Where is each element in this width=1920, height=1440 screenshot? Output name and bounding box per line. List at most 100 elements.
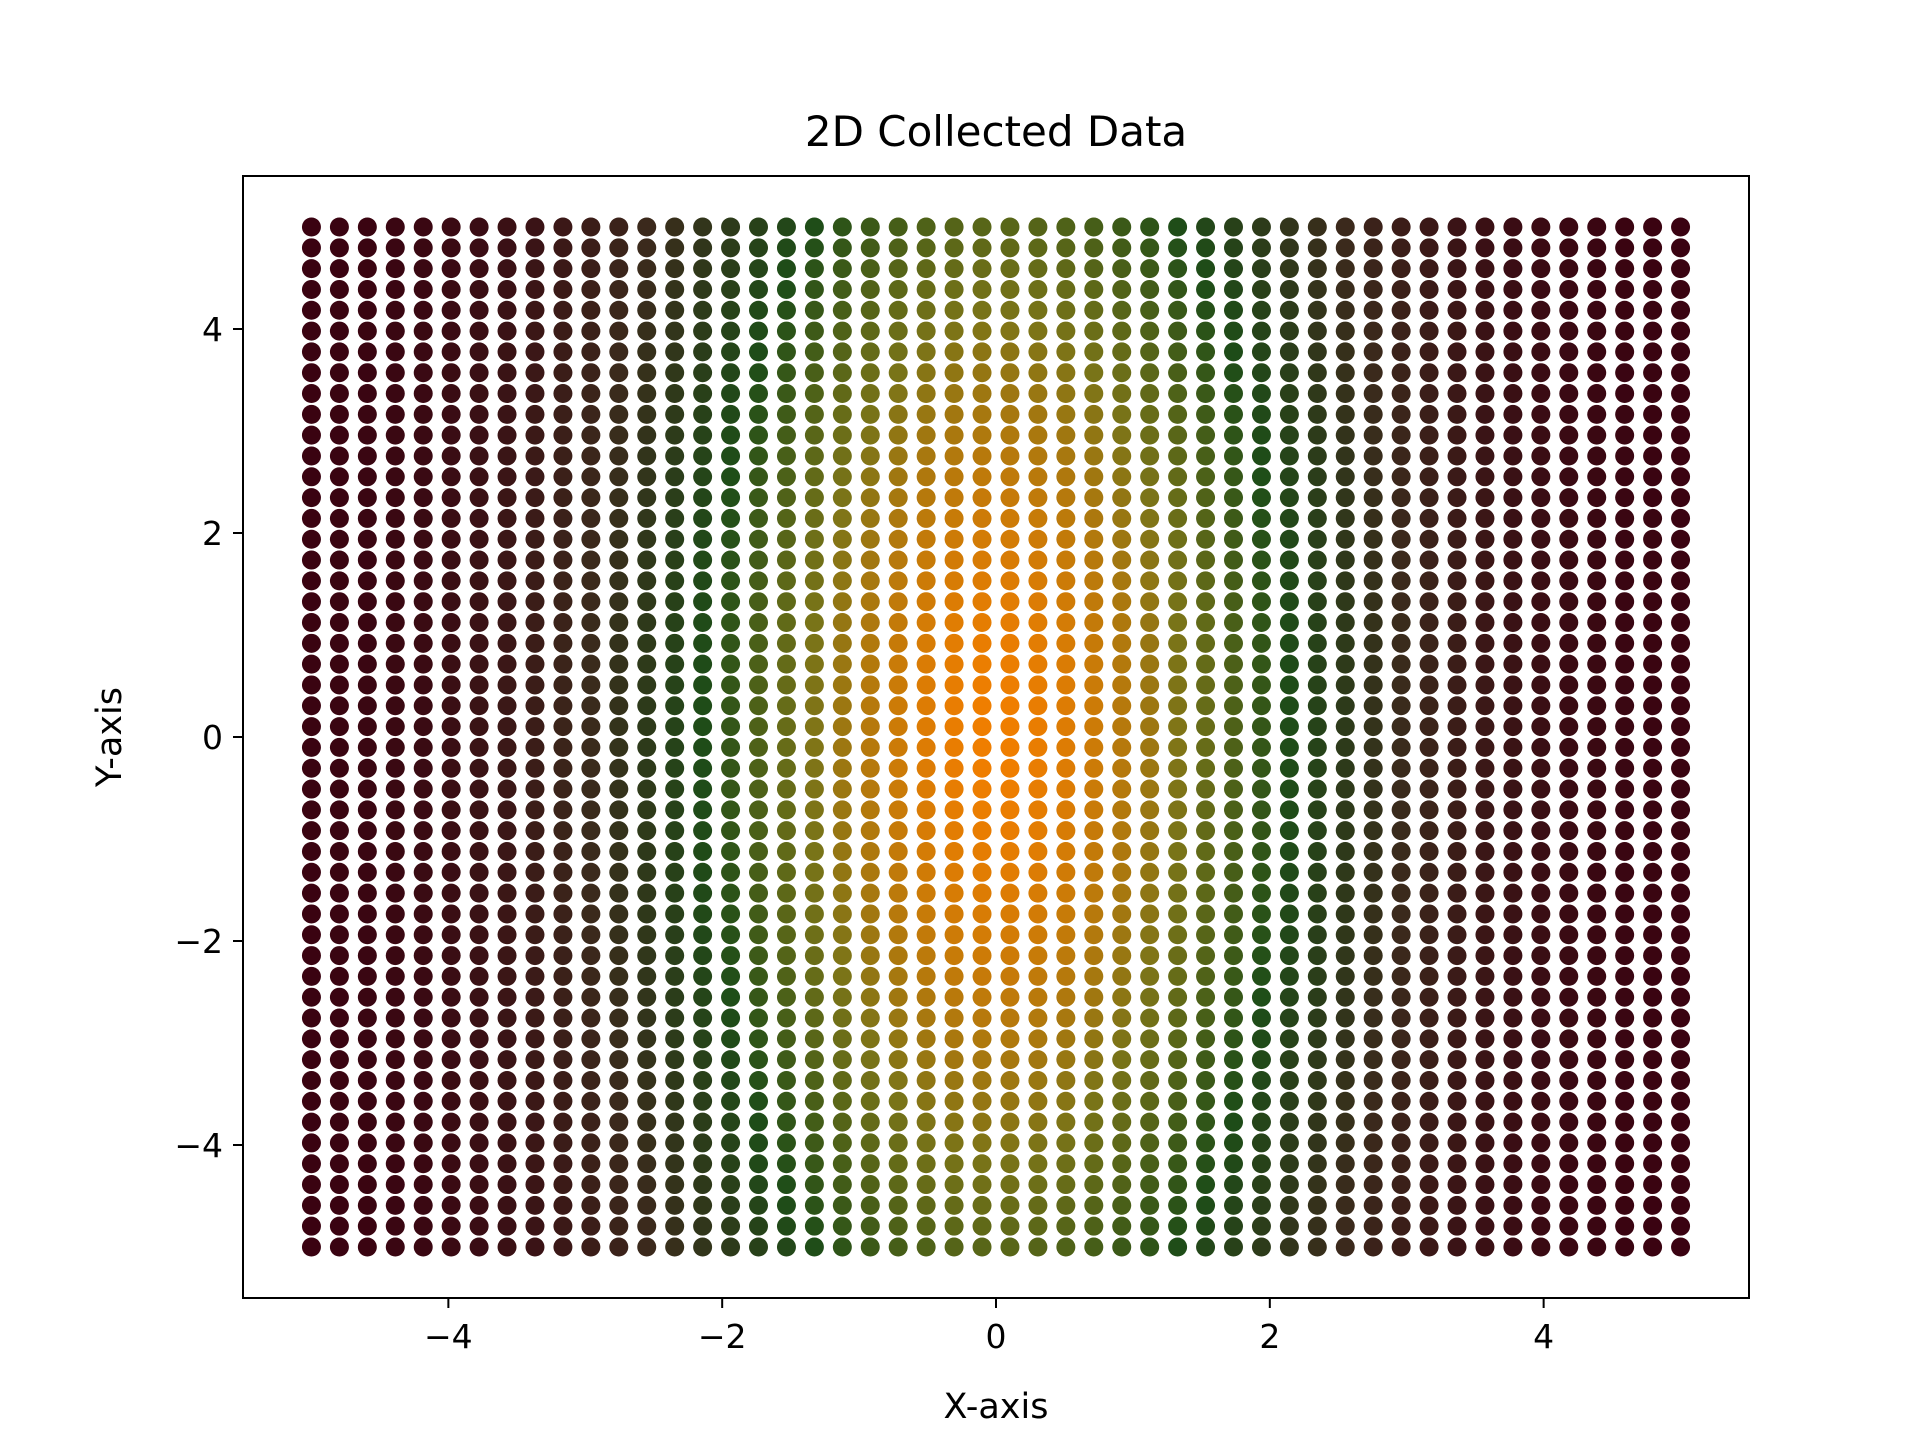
scatter-point bbox=[1251, 1008, 1271, 1028]
scatter-point bbox=[525, 1112, 545, 1132]
scatter-point bbox=[1112, 384, 1132, 404]
scatter-point bbox=[1419, 217, 1439, 237]
scatter-point bbox=[916, 529, 936, 549]
scatter-point bbox=[1000, 821, 1020, 841]
scatter-point bbox=[1559, 883, 1579, 903]
scatter-point bbox=[972, 1154, 992, 1174]
scatter-point bbox=[1363, 1029, 1383, 1049]
scatter-point bbox=[1224, 1237, 1243, 1257]
scatter-point bbox=[1503, 675, 1523, 695]
scatter-point bbox=[1168, 717, 1188, 737]
scatter-point bbox=[693, 279, 713, 299]
scatter-point bbox=[665, 363, 685, 383]
scatter-point bbox=[1559, 1154, 1579, 1174]
scatter-point bbox=[832, 363, 852, 383]
scatter-point bbox=[1419, 238, 1439, 258]
scatter-point bbox=[1307, 217, 1327, 237]
scatter-point bbox=[1000, 446, 1020, 466]
scatter-point bbox=[637, 446, 657, 466]
scatter-point bbox=[1559, 488, 1579, 508]
scatter-point bbox=[1363, 946, 1383, 966]
scatter-point bbox=[693, 925, 713, 945]
scatter-point bbox=[1643, 571, 1663, 591]
scatter-point bbox=[357, 529, 377, 549]
scatter-point bbox=[609, 925, 629, 945]
scatter-point bbox=[1056, 446, 1076, 466]
scatter-point bbox=[1140, 300, 1160, 320]
scatter-point bbox=[1559, 321, 1579, 341]
scatter-point bbox=[1251, 1091, 1271, 1111]
scatter-point bbox=[1084, 758, 1104, 778]
scatter-point bbox=[972, 654, 992, 674]
scatter-point bbox=[1028, 1070, 1048, 1090]
scatter-point bbox=[553, 654, 573, 674]
scatter-point bbox=[1307, 321, 1327, 341]
scatter-point bbox=[637, 904, 657, 924]
scatter-point bbox=[1671, 654, 1691, 674]
scatter-point bbox=[525, 758, 545, 778]
scatter-point bbox=[581, 363, 601, 383]
scatter-point bbox=[860, 217, 880, 237]
scatter-point bbox=[1531, 1008, 1551, 1028]
scatter-point bbox=[1587, 446, 1607, 466]
scatter-point bbox=[469, 1154, 489, 1174]
scatter-point bbox=[1391, 550, 1411, 570]
scatter-point bbox=[1643, 321, 1663, 341]
scatter-point bbox=[1279, 883, 1299, 903]
scatter-point bbox=[329, 592, 349, 612]
scatter-point bbox=[860, 321, 880, 341]
scatter-point bbox=[860, 862, 880, 882]
scatter-point bbox=[1391, 883, 1411, 903]
scatter-point bbox=[1335, 821, 1355, 841]
scatter-point bbox=[804, 966, 824, 986]
scatter-point bbox=[1335, 1029, 1355, 1049]
scatter-point bbox=[301, 737, 321, 757]
scatter-point bbox=[553, 946, 573, 966]
scatter-point bbox=[916, 737, 936, 757]
scatter-point bbox=[1559, 779, 1579, 799]
scatter-point bbox=[1307, 1070, 1327, 1090]
scatter-point bbox=[1363, 696, 1383, 716]
scatter-point bbox=[944, 717, 964, 737]
scatter-point bbox=[1363, 737, 1383, 757]
scatter-point bbox=[776, 1008, 796, 1028]
scatter-point bbox=[804, 633, 824, 653]
scatter-point bbox=[1587, 1112, 1607, 1132]
scatter-point bbox=[329, 1154, 349, 1174]
scatter-point bbox=[329, 758, 349, 778]
scatter-point bbox=[329, 1237, 349, 1257]
scatter-point bbox=[860, 467, 880, 487]
scatter-point bbox=[1279, 404, 1299, 424]
scatter-point bbox=[1503, 1070, 1523, 1090]
scatter-point bbox=[581, 238, 601, 258]
x-tick-label: 4 bbox=[1533, 1317, 1554, 1356]
scatter-point bbox=[832, 529, 852, 549]
scatter-point bbox=[749, 1112, 768, 1132]
scatter-point bbox=[665, 279, 685, 299]
scatter-point bbox=[553, 862, 573, 882]
scatter-point bbox=[1251, 508, 1271, 528]
scatter-point bbox=[1279, 862, 1299, 882]
scatter-point bbox=[553, 966, 573, 986]
scatter-point bbox=[1643, 862, 1663, 882]
scatter-point bbox=[1671, 404, 1691, 424]
scatter-point bbox=[1447, 1070, 1467, 1090]
scatter-point bbox=[1531, 529, 1551, 549]
scatter-point bbox=[1391, 425, 1411, 445]
scatter-point bbox=[804, 238, 824, 258]
scatter-point bbox=[609, 259, 629, 279]
scatter-point bbox=[329, 1091, 349, 1111]
scatter-point bbox=[916, 259, 936, 279]
scatter-point bbox=[665, 696, 685, 716]
scatter-point bbox=[329, 737, 349, 757]
scatter-point bbox=[944, 321, 964, 341]
scatter-point bbox=[385, 883, 405, 903]
scatter-point bbox=[329, 1029, 349, 1049]
scatter-point bbox=[1168, 1008, 1188, 1028]
scatter-point bbox=[804, 1112, 824, 1132]
scatter-point bbox=[1196, 259, 1216, 279]
scatter-point bbox=[1559, 425, 1579, 445]
scatter-point bbox=[497, 571, 517, 591]
scatter-point bbox=[1503, 279, 1523, 299]
scatter-point bbox=[1447, 1091, 1467, 1111]
